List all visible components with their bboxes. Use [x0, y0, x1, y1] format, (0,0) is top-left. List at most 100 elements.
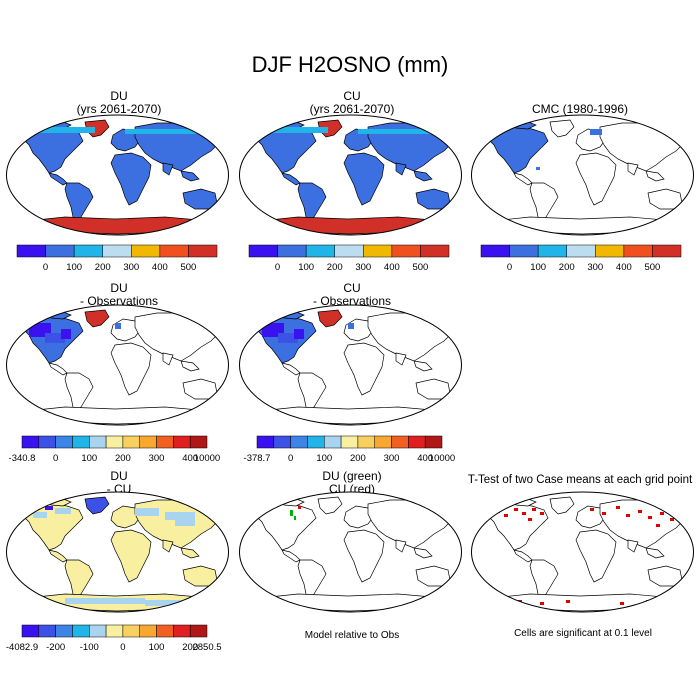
map-du: [6, 114, 229, 236]
colorbar-box: [89, 435, 107, 449]
colorbar-box: [173, 624, 191, 638]
colorbar-tick-label: 500: [644, 262, 660, 273]
colorbar-box: [307, 435, 325, 449]
continent-seasia: [645, 547, 665, 559]
continent-antarctica: [26, 406, 212, 425]
colorbar-box: [72, 624, 90, 638]
continent-centralam: [513, 549, 533, 563]
continent-india: [627, 539, 639, 553]
colorbar-box: [537, 244, 567, 258]
colorbar-box: [38, 435, 56, 449]
colorbar-box: [72, 435, 90, 449]
colorbar-box: [122, 435, 140, 449]
colorbar-tick-label: 0: [275, 262, 280, 273]
continent-europe: [343, 505, 375, 529]
continent-africa: [110, 342, 152, 396]
continent-africa: [343, 342, 385, 396]
grid-cell: [540, 512, 544, 515]
grid-cell: [278, 333, 298, 343]
colorbar-box: [391, 435, 409, 449]
grid-cell: [115, 323, 121, 329]
map-border: [239, 114, 462, 236]
grid-cell: [670, 518, 674, 521]
colorbar-box: [408, 435, 426, 449]
colorbar-tick-label: -340.8: [9, 453, 36, 464]
continent-centralam: [48, 362, 68, 376]
colorbar-tick-label: 0: [43, 262, 48, 273]
colorbar-box: [324, 435, 342, 449]
grid-cell: [125, 129, 205, 134]
grid-cell: [268, 127, 328, 133]
map-border: [471, 114, 694, 236]
grid-cell: [135, 508, 159, 516]
continent-seasia: [180, 170, 200, 182]
grid-cell: [294, 516, 296, 520]
colorbar-tick-label: 200: [559, 262, 575, 273]
grid-cell: [500, 602, 504, 605]
colorbar-box: [652, 244, 682, 258]
colorbar-tick-label: -200: [46, 642, 65, 653]
colorbar-box: [595, 244, 625, 258]
note-model-relative: Model relative to Obs: [304, 630, 400, 641]
colorbar-tick-label: 400: [384, 262, 400, 273]
grid-cell: [656, 524, 660, 527]
continent-antarctica: [26, 216, 212, 235]
grid-cell: [45, 333, 65, 343]
colorbar-tick-label: 300: [123, 262, 139, 273]
grid-cell: [175, 520, 195, 526]
map-cmc: [471, 114, 694, 236]
colorbar-tick-label: 100: [66, 262, 82, 273]
continent-antarctica: [491, 593, 677, 612]
grid-cell: [638, 510, 642, 513]
colorbar-box: [391, 244, 421, 258]
grid-cell: [294, 329, 304, 339]
panel-title-cu-obs: CU - Observations: [312, 281, 392, 308]
grid-cell: [35, 127, 95, 133]
colorbar-box: [156, 624, 174, 638]
grid-cell: [504, 514, 508, 517]
colorbar-box: [189, 435, 208, 449]
colorbar-box: [334, 244, 364, 258]
continent-greenland: [317, 496, 343, 515]
colorbar-box: [340, 435, 359, 449]
continent-africa: [343, 529, 385, 583]
grid-cell: [298, 506, 301, 509]
continent-greenland: [549, 496, 575, 515]
map-cu-minus-obs: [239, 304, 462, 426]
colorbar-tick-label: 100: [530, 262, 546, 273]
map-du-minus-cu: [6, 491, 229, 613]
colorbar-box: [173, 435, 191, 449]
continent-centralam: [48, 549, 68, 563]
grid-cell: [666, 602, 670, 605]
colorbar-box: [290, 435, 308, 449]
continent-india: [162, 352, 174, 366]
panel-title-cu: CU (yrs 2061-2070): [309, 89, 395, 116]
grid-cell: [33, 512, 47, 518]
colorbar-box: [131, 244, 161, 258]
continent-greenland: [317, 309, 343, 328]
colorbar-box: [420, 244, 450, 258]
grid-cell: [626, 514, 630, 517]
grid-cell: [620, 602, 624, 605]
colorbar-box: [248, 244, 278, 258]
colorbar-box: [159, 244, 189, 258]
continent-india: [395, 539, 407, 553]
continent-antarctica: [259, 406, 445, 425]
panel-title-du-obs: DU - Observations: [79, 281, 159, 308]
continent-antarctica: [259, 216, 445, 235]
continent-namerica: [487, 503, 549, 551]
continent-africa: [110, 152, 152, 206]
grid-cell: [290, 510, 293, 516]
continent-antarctica: [259, 593, 445, 612]
map-border: [239, 304, 462, 426]
colorbar-box: [623, 244, 653, 258]
continent-antarctica: [491, 216, 677, 235]
colorbar-tick-label: 0: [288, 453, 293, 464]
continent-greenland: [84, 309, 110, 328]
colorbar-tick-label: 400: [182, 453, 198, 464]
continent-africa: [575, 152, 617, 206]
colorbar-box: [89, 624, 107, 638]
colorbar-box: [16, 244, 46, 258]
colorbar-tick-label: 100: [298, 262, 314, 273]
